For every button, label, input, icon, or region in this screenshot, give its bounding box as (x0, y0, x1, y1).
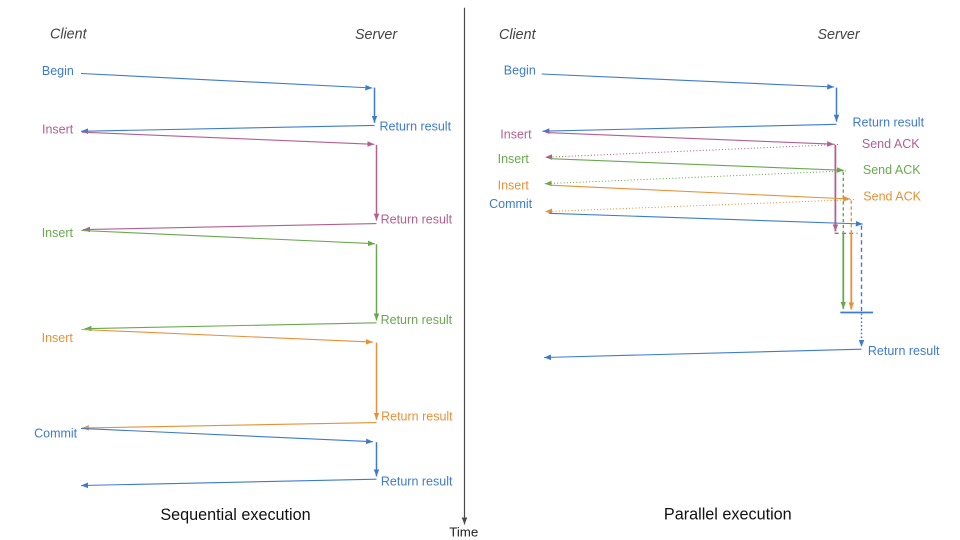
svg-text:Parallel execution: Parallel execution (664, 506, 792, 524)
svg-text:Begin: Begin (504, 63, 536, 77)
svg-text:Time: Time (449, 525, 478, 540)
svg-text:Return result: Return result (381, 475, 453, 489)
svg-text:Commit: Commit (489, 197, 533, 211)
svg-text:Begin: Begin (42, 64, 74, 78)
svg-text:Insert: Insert (42, 123, 74, 137)
svg-text:Send ACK: Send ACK (863, 189, 921, 203)
svg-text:Return result: Return result (381, 213, 453, 227)
svg-text:Return result: Return result (381, 410, 453, 424)
svg-text:Commit: Commit (34, 427, 78, 441)
svg-text:Client: Client (50, 27, 88, 43)
svg-text:Return result: Return result (868, 344, 940, 358)
svg-text:Sequential execution: Sequential execution (160, 506, 310, 524)
svg-text:Send ACK: Send ACK (863, 163, 921, 177)
svg-text:Insert: Insert (42, 331, 74, 345)
svg-text:Insert: Insert (42, 226, 74, 240)
svg-text:Send ACK: Send ACK (862, 137, 920, 151)
svg-text:Client: Client (499, 27, 537, 43)
svg-text:Server: Server (355, 27, 398, 43)
svg-text:Insert: Insert (498, 179, 530, 193)
svg-text:Server: Server (818, 27, 861, 43)
svg-text:Return result: Return result (380, 120, 452, 134)
svg-text:Insert: Insert (500, 127, 532, 141)
svg-text:Return result: Return result (381, 313, 453, 327)
svg-text:Return result: Return result (853, 115, 925, 129)
svg-text:Insert: Insert (498, 152, 530, 166)
